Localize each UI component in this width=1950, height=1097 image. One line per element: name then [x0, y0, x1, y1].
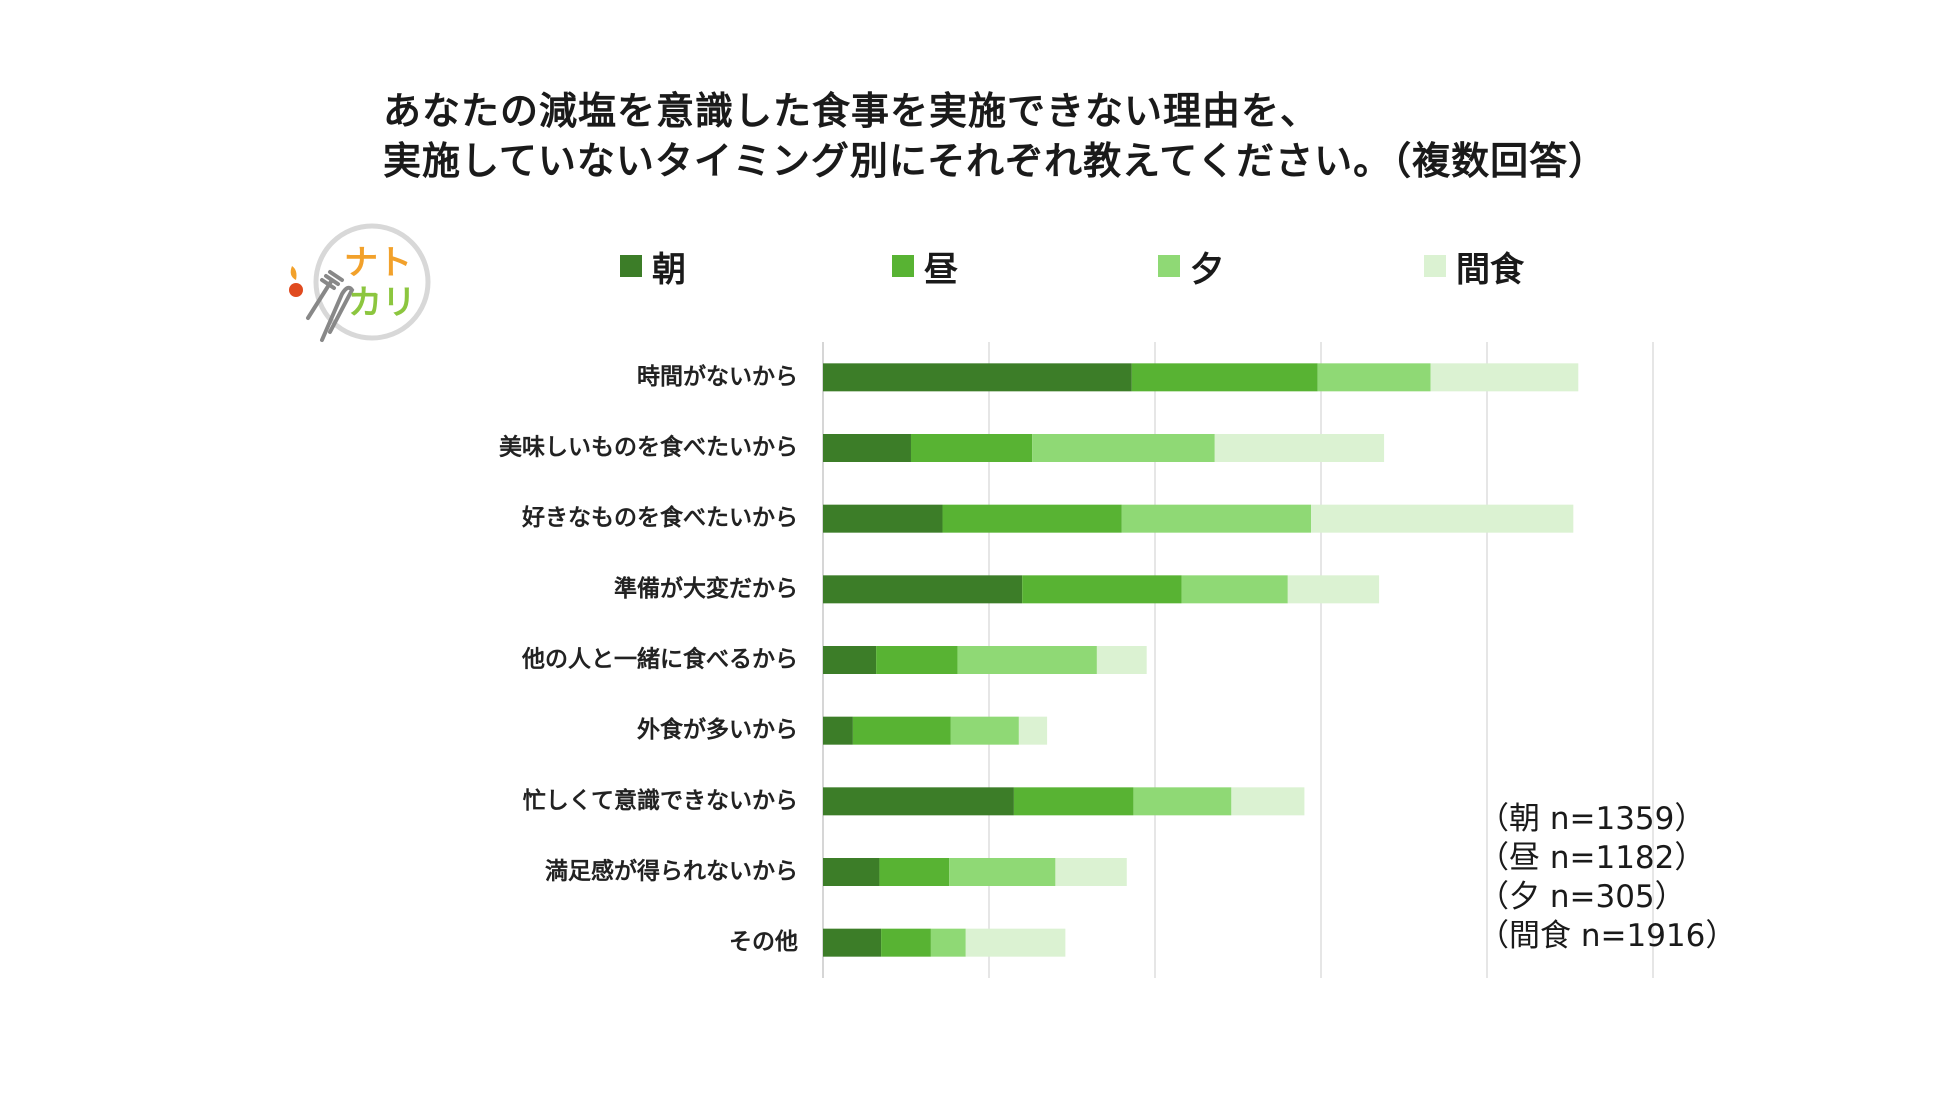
bar-segment-6-2: [1133, 787, 1232, 816]
chart-title-line-1: あなたの減塩を意識した食事を実施できない理由を、: [383, 89, 1320, 133]
legend-item-yu: 夕: [1158, 244, 1224, 290]
legend-label-hiru: 昼: [924, 249, 958, 290]
category-label-6: 忙しくて意識できないから: [523, 787, 798, 814]
legend-swatch-yu: [1158, 255, 1180, 277]
bar-segment-5-0: [823, 716, 853, 745]
bar-segment-3-0: [823, 575, 1023, 604]
bar-segment-5-2: [950, 716, 1019, 745]
natokari-logo: ナト カリ: [289, 223, 431, 342]
legend-label-asa: 朝: [652, 249, 686, 290]
bar-segment-4-0: [823, 646, 877, 674]
legend-label-yu: 夕: [1190, 249, 1224, 290]
sample-size-yu: （夕 n=305）: [1478, 879, 1686, 915]
sample-size-asa: （朝 n=1359）: [1478, 801, 1706, 837]
logo-tomato-icon: [289, 283, 303, 297]
category-label-0: 時間がないから: [637, 363, 798, 390]
category-label-5: 外食が多いから: [637, 716, 798, 743]
bar-segment-2-1: [942, 504, 1122, 533]
bar-segment-4-3: [1096, 646, 1147, 674]
category-label-2: 好きなものを食べたいから: [521, 504, 798, 531]
logo-leaf-icon: [290, 266, 297, 280]
sample-size-hiru: （昼 n=1182）: [1478, 840, 1706, 876]
sample-size-notes: （朝 n=1359） （昼 n=1182） （夕 n=305） （間食 n=19…: [1478, 800, 1736, 956]
bar-segment-0-3: [1430, 363, 1579, 392]
bar-segment-5-3: [1018, 716, 1048, 745]
bar-segment-7-1: [879, 858, 950, 886]
bar-segment-2-0: [823, 504, 943, 533]
bar-segment-7-2: [949, 858, 1056, 886]
bar-segment-6-0: [823, 787, 1014, 816]
legend-item-hiru: 昼: [892, 244, 958, 290]
bar-segment-6-1: [1013, 787, 1134, 816]
logo-knife-icon: [320, 285, 355, 342]
bar-segment-6-3: [1231, 787, 1305, 816]
bar-segment-0-0: [823, 363, 1132, 392]
bar-segment-7-0: [823, 858, 880, 886]
logo-ring: [313, 223, 431, 341]
bar-segment-3-3: [1287, 575, 1380, 604]
bar-segment-7-3: [1055, 858, 1127, 886]
bar-segment-4-1: [876, 646, 958, 674]
bar-segment-5-1: [852, 716, 951, 745]
category-label-1: 美味しいものを食べたいから: [499, 434, 798, 461]
category-label-4: 他の人と一緒に食べるから: [521, 646, 798, 673]
category-label-7: 満足感が得られないから: [545, 858, 798, 885]
bar-segment-4-2: [957, 646, 1097, 674]
bar-segment-0-1: [1131, 363, 1318, 392]
logo-text-top: ナト: [344, 243, 412, 283]
bar-segment-8-0: [823, 928, 882, 957]
category-label-8: その他: [729, 929, 798, 955]
bar-segment-2-3: [1311, 504, 1574, 533]
bar-segment-0-2: [1317, 363, 1431, 392]
bar-segment-1-1: [910, 434, 1033, 462]
bar-segment-1-0: [823, 434, 911, 462]
legend-swatch-hiru: [892, 255, 914, 277]
legend-label-kanshoku: 間食: [1456, 249, 1524, 290]
legend-item-kanshoku: 間食: [1424, 244, 1524, 290]
chart-legend: 朝 昼 夕 間食: [620, 244, 1620, 290]
legend-swatch-asa: [620, 255, 642, 277]
bar-segment-8-2: [930, 928, 966, 957]
legend-item-asa: 朝: [620, 244, 686, 290]
category-label-3: 準備が大変だから: [614, 575, 798, 602]
chart-title-line-2: 実施していないタイミング別にそれぞれ教えてください。（複数回答）: [383, 139, 1608, 183]
bar-segment-8-3: [965, 928, 1066, 957]
sample-size-kanshoku: （間食 n=1916）: [1478, 918, 1737, 954]
logo-text-bottom: カリ: [348, 283, 416, 323]
bar-segment-3-1: [1022, 575, 1182, 604]
legend-swatch-kanshoku: [1424, 255, 1446, 277]
bar-segment-3-2: [1181, 575, 1288, 604]
chart-title: あなたの減塩を意識した食事を実施できない理由を、 実施していないタイミング別にそ…: [383, 86, 1607, 186]
bar-segment-8-1: [881, 928, 931, 957]
bar-segment-1-2: [1032, 434, 1215, 462]
bar-segment-1-3: [1214, 434, 1385, 462]
logo-fork-icon: [306, 270, 344, 320]
bar-segment-2-2: [1121, 504, 1312, 533]
